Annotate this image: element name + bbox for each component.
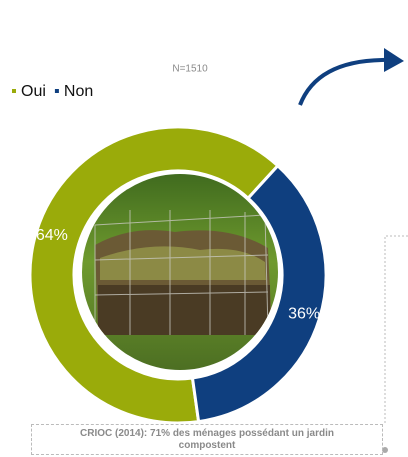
photo bbox=[82, 174, 278, 370]
arrow-head bbox=[384, 48, 404, 72]
value-label: 36% bbox=[288, 305, 320, 322]
caption: CRIOC (2014): 71% des ménages possédant … bbox=[31, 424, 383, 455]
legend-swatch bbox=[12, 89, 16, 93]
legend-label: Non bbox=[64, 83, 93, 100]
connector-dot bbox=[382, 447, 388, 453]
connector-line bbox=[384, 235, 408, 425]
pie-slice bbox=[28, 125, 280, 425]
pie-slice bbox=[190, 163, 328, 424]
legend-label: Oui bbox=[21, 83, 46, 100]
arrow bbox=[298, 57, 393, 106]
legend-swatch bbox=[54, 89, 59, 93]
value-label: 64% bbox=[36, 227, 68, 244]
subtitle: N=1510 bbox=[172, 64, 208, 75]
